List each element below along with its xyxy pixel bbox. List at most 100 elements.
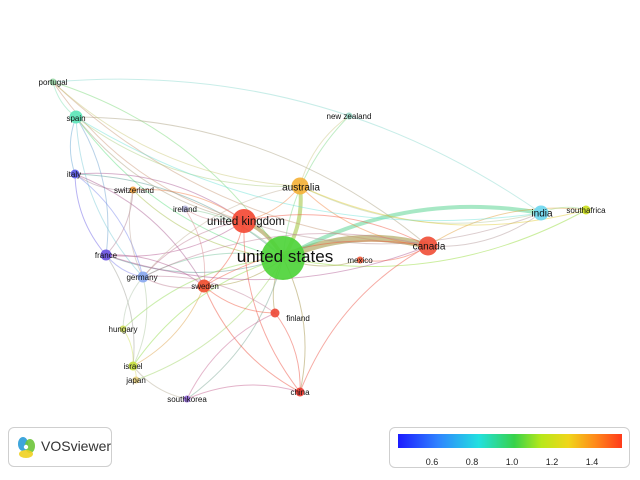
edge-hungary-israel bbox=[122, 328, 134, 367]
edge-italy-switzerland bbox=[74, 173, 134, 191]
node-australia[interactable] bbox=[291, 177, 309, 195]
edge-australia-portugal bbox=[52, 81, 301, 187]
edge-australia-india bbox=[299, 185, 542, 224]
label-france: france bbox=[95, 251, 118, 260]
legend-tick-label: 1.4 bbox=[585, 457, 599, 467]
edge-united_states-india bbox=[282, 204, 542, 260]
edge-united_kingdom-germany bbox=[142, 220, 245, 278]
node-india[interactable] bbox=[533, 205, 549, 221]
edge-italy-france bbox=[74, 173, 107, 256]
node-ireland[interactable] bbox=[181, 205, 189, 213]
label-india: india bbox=[531, 209, 553, 220]
edge-australia-south_africa bbox=[299, 185, 587, 226]
edge-united_states-portugal bbox=[52, 81, 284, 259]
node-portugal[interactable] bbox=[49, 78, 57, 86]
edge-united_kingdom-spain bbox=[75, 116, 245, 222]
edge-australia-spain bbox=[75, 116, 301, 187]
node-new-zealand[interactable] bbox=[345, 112, 353, 120]
edge-united_kingdom-india bbox=[243, 212, 542, 245]
edge-united_kingdom-italy bbox=[74, 172, 245, 222]
node-china[interactable] bbox=[295, 387, 305, 397]
edge-canada-france bbox=[105, 245, 429, 281]
legend-tick-label: 0.8 bbox=[465, 457, 479, 467]
edge-canada-south_africa bbox=[427, 207, 587, 247]
node-canada[interactable] bbox=[418, 236, 438, 256]
edge-switzerland-germany bbox=[128, 189, 144, 278]
edge-united_states-japan bbox=[135, 257, 284, 381]
node-germany[interactable] bbox=[137, 271, 149, 283]
edge-united_kingdom-france bbox=[105, 220, 245, 257]
node-sweden[interactable] bbox=[197, 279, 211, 293]
edge-spain-germany bbox=[75, 116, 144, 278]
legend-tick-label: 1.0 bbox=[505, 457, 519, 467]
edge-france-sweden bbox=[105, 254, 205, 287]
label-united-states: united states bbox=[237, 247, 333, 266]
edge-australia-germany bbox=[142, 185, 301, 278]
edge-united_states-spain bbox=[75, 116, 284, 259]
color-scale-legend: 0.6 0.8 1.0 1.2 1.4 bbox=[389, 427, 630, 468]
edges-layer bbox=[52, 78, 587, 400]
edge-india-spain bbox=[75, 116, 542, 222]
label-mexico: mexico bbox=[347, 256, 373, 265]
edge-germany-hungary bbox=[122, 276, 144, 330]
edge-australia-new_zealand bbox=[299, 115, 350, 187]
edge-canada-spain bbox=[75, 116, 429, 247]
edge-united_states-israel bbox=[132, 257, 284, 367]
node-united-kingdom[interactable] bbox=[232, 209, 256, 233]
edge-united_states-italy bbox=[74, 173, 284, 259]
edge-sweden-finland bbox=[203, 285, 276, 314]
label-new-zealand: new zealand bbox=[327, 112, 372, 121]
edge-canada-sweden bbox=[203, 240, 429, 287]
edge-canada-portugal bbox=[52, 81, 429, 247]
edge-ireland-sweden bbox=[184, 208, 206, 287]
node-spain[interactable] bbox=[69, 110, 83, 124]
node-mexico[interactable] bbox=[356, 256, 364, 264]
node-italy[interactable] bbox=[70, 169, 80, 179]
node-switzerland[interactable] bbox=[129, 186, 137, 194]
edge-france-israel bbox=[105, 254, 135, 367]
edge-sweden-israel bbox=[132, 285, 205, 367]
label-italy: italy bbox=[67, 170, 81, 179]
vosviewer-logo: VOSviewer bbox=[8, 427, 112, 467]
edge-united_states-south_africa bbox=[282, 209, 587, 268]
edge-sweden-china bbox=[203, 285, 301, 393]
node-south-africa[interactable] bbox=[581, 205, 591, 215]
legend-tick-label: 0.6 bbox=[425, 457, 439, 467]
label-australia: australia bbox=[282, 183, 320, 194]
edge-finland-south_korea bbox=[186, 312, 276, 400]
edge-italy-germany bbox=[74, 173, 144, 278]
vosviewer-logo-icon bbox=[18, 437, 35, 458]
edge-finland-china bbox=[274, 312, 301, 393]
label-china: china bbox=[290, 388, 310, 397]
label-hungary: hungary bbox=[109, 325, 138, 334]
edge-united_kingdom-canada bbox=[243, 214, 429, 247]
edge-united_kingdom-portugal bbox=[52, 81, 245, 222]
node-france[interactable] bbox=[100, 249, 112, 261]
label-canada: canada bbox=[413, 242, 446, 253]
label-south-africa: southafrica bbox=[566, 206, 606, 215]
label-south-korea: southkorea bbox=[167, 395, 207, 404]
edge-canada-australia bbox=[299, 185, 429, 247]
label-switzerland: switzerland bbox=[114, 186, 154, 195]
node-japan[interactable] bbox=[132, 376, 140, 384]
node-hungary[interactable] bbox=[119, 325, 127, 333]
edge-canada-germany bbox=[142, 233, 429, 278]
edge-italy-sweden bbox=[74, 173, 205, 287]
node-israel[interactable] bbox=[128, 361, 138, 371]
edge-germany-finland bbox=[142, 275, 276, 314]
label-germany: germany bbox=[126, 273, 157, 282]
label-ireland: ireland bbox=[173, 205, 197, 214]
label-finland: finland bbox=[286, 314, 310, 323]
label-united-kingdom: united kingdom bbox=[207, 216, 285, 228]
edge-canada-india bbox=[427, 212, 542, 247]
node-united-states[interactable] bbox=[261, 236, 305, 280]
label-spain: spain bbox=[66, 114, 85, 123]
edge-united_kingdom-switzerland bbox=[132, 189, 245, 222]
edge-germany-israel bbox=[132, 276, 148, 367]
edge-china-south_korea bbox=[186, 384, 301, 400]
vosviewer-logo-text: VOSviewer bbox=[41, 438, 112, 454]
label-portugal: portugal bbox=[39, 78, 68, 87]
node-finland[interactable] bbox=[270, 308, 280, 318]
node-south-korea[interactable] bbox=[183, 395, 191, 403]
label-sweden: sweden bbox=[191, 282, 219, 291]
